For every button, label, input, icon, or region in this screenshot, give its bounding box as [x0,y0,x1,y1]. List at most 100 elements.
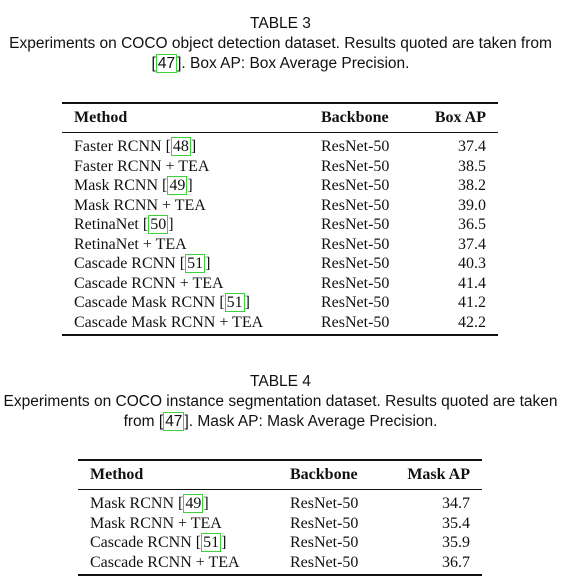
table3-row: Cascade RCNN + TEA ResNet-50 41.4 [62,274,498,294]
table3-header-box-ap: Box AP [434,109,486,126]
method-name: Mask RCNN [90,495,179,512]
method-name: Cascade RCNN [74,255,180,272]
table4-caption-text-end: . Mask AP: Mask Average Precision. [188,413,438,430]
method-name: RetinaNet + TEA [74,235,187,253]
table4: Method Backbone Mask AP Mask RCNN [49] Re… [78,459,482,576]
table3-cell-backbone: ResNet-50 [321,196,390,214]
table4-cell-backbone: ResNet-50 [290,534,359,551]
table3-row: RetinaNet [50] ResNet-50 36.5 [62,215,498,235]
table3-cell-method: Cascade Mask RCNN [51] [62,293,321,313]
citation[interactable]: 50 [148,215,169,234]
table3-cell-method: Cascade Mask RCNN + TEA [62,313,321,336]
citation[interactable]: 51 [201,533,222,552]
table4-number: TABLE 4 [250,373,311,390]
table3-header-backbone: Backbone [321,109,389,126]
table3-cell-value: 37.4 [458,235,486,253]
table3-cell-backbone: ResNet-50 [321,255,390,272]
citation-link[interactable]: [51] [195,533,227,552]
table3-cell-method: Cascade RCNN [51] [62,254,321,274]
table4-cell-method: Mask RCNN [49] [78,490,290,514]
table4-cell-backbone: ResNet-50 [290,514,359,532]
method-name: Mask RCNN + TEA [90,514,222,532]
table3-cell-value: 40.3 [458,255,486,272]
table4-caption-citation-link[interactable]: [47] [158,412,189,431]
table3-row: Cascade RCNN [51] ResNet-50 40.3 [62,254,498,274]
table3-caption: TABLE 3 Experiments on COCO object detec… [0,14,561,74]
table3-row: Faster RCNN + TEA ResNet-50 38.5 [62,157,498,177]
table3-header-method: Method [74,109,128,126]
citation[interactable]: 48 [170,137,191,156]
table3-cell-backbone: ResNet-50 [321,235,390,253]
table3-cell-backbone: ResNet-50 [321,313,390,331]
table4-row: Cascade RCNN + TEA ResNet-50 36.7 [78,553,482,576]
table4-caption-citation[interactable]: 47 [163,412,185,431]
table4-header-row: Method Backbone Mask AP [78,460,482,490]
table4-cell-value: 35.4 [442,514,470,532]
method-name: Cascade RCNN + TEA [90,553,240,571]
table4-cell-method: Mask RCNN + TEA [78,514,290,534]
citation-link[interactable]: [49] [162,176,193,195]
table3-cell-value: 42.2 [458,313,486,331]
table3-cell-value: 39.0 [458,196,486,214]
table3-cell-backbone: ResNet-50 [321,294,390,311]
method-name: Cascade Mask RCNN [74,294,220,311]
citation-link[interactable]: [49] [178,494,209,513]
method-name: Mask RCNN + TEA [74,196,206,214]
citation[interactable]: 49 [183,494,204,513]
table3-cell-backbone: ResNet-50 [321,138,390,155]
table4-cell-backbone: ResNet-50 [290,553,359,571]
table4-row: Mask RCNN [49] ResNet-50 34.7 [78,490,482,514]
citation[interactable]: 51 [185,254,206,273]
table4-row: Cascade RCNN [51] ResNet-50 35.9 [78,533,482,553]
table3-cell-value: 36.5 [458,216,486,233]
table4-cell-value: 35.9 [442,534,470,551]
table4-caption: TABLE 4 Experiments on COCO instance seg… [0,372,561,432]
citation-link[interactable]: [51] [179,254,211,273]
table3-cell-backbone: ResNet-50 [321,274,390,292]
table3-row: Faster RCNN [48] ResNet-50 37.4 [62,133,498,157]
table3-cell-value: 38.5 [458,157,486,175]
table3-row: Cascade Mask RCNN [51] ResNet-50 41.2 [62,293,498,313]
table3-cell-method: Mask RCNN [49] [62,176,321,196]
table3-caption-text-start: Experiments on COCO object detection dat… [9,35,552,52]
citation[interactable]: 51 [224,293,245,312]
table3-cell-method: Mask RCNN + TEA [62,196,321,216]
table3-cell-backbone: ResNet-50 [321,216,390,233]
table4-cell-value: 34.7 [442,495,470,512]
table4-cell-backbone: ResNet-50 [290,495,359,512]
citation-link[interactable]: [50] [142,215,174,234]
table4-header-method: Method [90,466,144,483]
citation-link[interactable]: [48] [165,137,197,156]
table3-cell-value: 38.2 [458,177,486,194]
citation-link[interactable]: [51] [219,293,250,312]
table3-caption-text-end: . Box AP: Box Average Precision. [181,55,410,72]
method-name: Mask RCNN [74,177,163,194]
table3-cell-value: 41.4 [458,274,486,292]
method-name: Faster RCNN [74,138,166,155]
method-name: Cascade Mask RCNN + TEA [74,313,264,331]
table4-cell-method: Cascade RCNN + TEA [78,553,290,576]
table3-cell-method: Faster RCNN + TEA [62,157,321,177]
method-name: Cascade RCNN [90,534,196,551]
method-name: RetinaNet [74,216,143,233]
table3-row: RetinaNet + TEA ResNet-50 37.4 [62,235,498,255]
table3: Method Backbone Box AP Faster RCNN [48] R… [62,102,498,336]
table3-cell-backbone: ResNet-50 [321,177,390,194]
citation[interactable]: 49 [167,176,188,195]
table3-header-row: Method Backbone Box AP [62,103,498,133]
table3-cell-method: Faster RCNN [48] [62,133,321,157]
table4-header-mask-ap: Mask AP [407,466,470,483]
table4-header-backbone: Backbone [290,466,358,483]
table4-cell-method: Cascade RCNN [51] [78,533,290,553]
table3-row: Cascade Mask RCNN + TEA ResNet-50 42.2 [62,313,498,336]
table3-cell-value: 37.4 [458,138,486,155]
table3-caption-citation[interactable]: 47 [155,54,178,73]
table3-cell-method: Cascade RCNN + TEA [62,274,321,294]
table4-caption-text-start: Experiments on COCO instance segmentatio… [3,393,558,430]
table3-number: TABLE 3 [250,15,311,32]
table3-cell-method: RetinaNet [50] [62,215,321,235]
table3-cell-method: RetinaNet + TEA [62,235,321,255]
table3-row: Mask RCNN [49] ResNet-50 38.2 [62,176,498,196]
table3-caption-citation-link[interactable]: [47] [151,54,182,73]
table4-cell-value: 36.7 [442,553,470,571]
